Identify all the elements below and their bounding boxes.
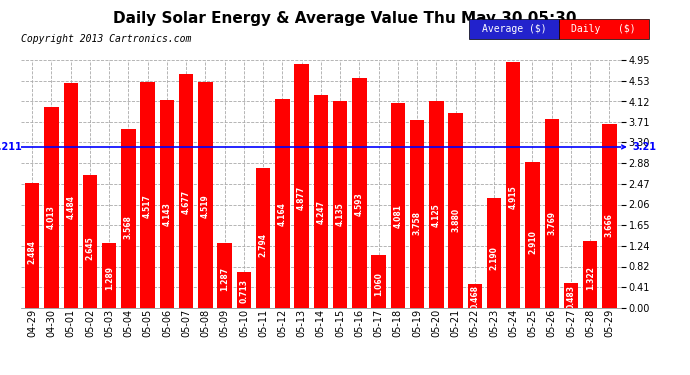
Bar (429, 101, 444, 308)
Text: 0.468: 0.468 (471, 285, 480, 309)
Text: 1.289: 1.289 (105, 267, 114, 291)
Text: 2.794: 2.794 (259, 232, 268, 256)
Bar (102, 243, 117, 308)
Bar (410, 120, 424, 308)
Text: Daily Solar Energy & Average Value Thu May 30 05:30: Daily Solar Energy & Average Value Thu M… (113, 11, 577, 26)
Text: 0.713: 0.713 (239, 279, 248, 303)
Text: 4.081: 4.081 (393, 204, 402, 228)
Text: 1.287: 1.287 (220, 267, 229, 291)
Bar (237, 272, 251, 308)
Bar (44, 107, 59, 307)
Bar (159, 100, 174, 308)
Text: 2.910: 2.910 (528, 230, 537, 254)
Text: 3.211: 3.211 (0, 142, 23, 152)
Bar (602, 124, 617, 308)
Text: 3.758: 3.758 (413, 211, 422, 235)
Text: 0.483: 0.483 (566, 285, 575, 309)
Text: 4.135: 4.135 (335, 202, 344, 226)
Text: 4.593: 4.593 (355, 192, 364, 216)
Text: 4.915: 4.915 (509, 185, 518, 209)
Text: 1.060: 1.060 (374, 272, 383, 296)
Text: 4.677: 4.677 (181, 190, 190, 214)
Text: 2.190: 2.190 (489, 246, 498, 270)
Text: 3.769: 3.769 (547, 211, 556, 235)
Bar (217, 243, 232, 308)
Bar (468, 284, 482, 308)
Text: 3.880: 3.880 (451, 208, 460, 232)
Text: 4.125: 4.125 (432, 203, 441, 226)
Text: 3.21: 3.21 (622, 142, 657, 152)
Text: 4.877: 4.877 (297, 186, 306, 210)
Text: Copyright 2013 Cartronics.com: Copyright 2013 Cartronics.com (21, 34, 191, 44)
Bar (544, 119, 559, 308)
Text: 4.143: 4.143 (162, 202, 171, 226)
Text: 1.322: 1.322 (586, 266, 595, 290)
Bar (448, 114, 463, 308)
Bar (198, 81, 213, 308)
Text: Average ($): Average ($) (482, 24, 546, 34)
Bar (83, 175, 97, 308)
Text: 4.517: 4.517 (144, 194, 152, 218)
Bar (391, 104, 405, 308)
Text: 2.484: 2.484 (28, 240, 37, 264)
Bar (333, 101, 347, 308)
Bar (295, 64, 309, 308)
Bar (506, 62, 520, 308)
Text: 3.666: 3.666 (605, 213, 614, 237)
Text: 4.013: 4.013 (47, 205, 56, 229)
Bar (121, 129, 136, 308)
Text: 4.484: 4.484 (66, 195, 75, 219)
Bar (487, 198, 501, 308)
Bar (141, 82, 155, 308)
Bar (179, 74, 193, 308)
Bar (371, 255, 386, 308)
Bar (63, 83, 78, 308)
Bar (525, 162, 540, 308)
Text: 3.568: 3.568 (124, 215, 133, 239)
Bar (564, 284, 578, 308)
Bar (275, 99, 290, 308)
Bar (352, 78, 366, 308)
Text: 2.645: 2.645 (86, 236, 95, 260)
Bar (583, 242, 598, 308)
Bar (256, 168, 270, 308)
Text: 4.519: 4.519 (201, 194, 210, 218)
Bar (314, 95, 328, 308)
Text: 4.164: 4.164 (278, 202, 287, 226)
Bar (25, 183, 39, 308)
Text: Daily   ($): Daily ($) (571, 24, 636, 34)
Text: 4.247: 4.247 (316, 200, 326, 224)
